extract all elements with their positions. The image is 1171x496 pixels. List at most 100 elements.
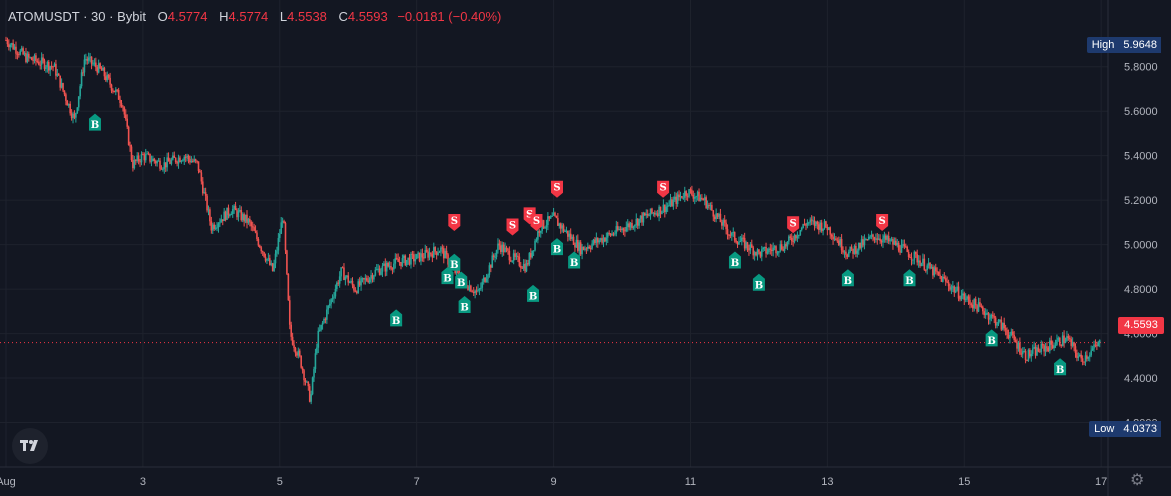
candle-body xyxy=(160,168,163,170)
candle-body xyxy=(39,64,42,66)
candle-body xyxy=(424,250,427,258)
candle-body xyxy=(611,233,613,236)
candle-body xyxy=(842,250,844,253)
candle-body xyxy=(296,353,298,356)
candle-body xyxy=(517,255,519,257)
candle-body xyxy=(233,205,235,209)
candle-body xyxy=(956,286,958,291)
tradingview-logo-icon[interactable] xyxy=(12,428,48,464)
candle-body xyxy=(688,189,690,197)
candle-body xyxy=(519,265,522,268)
candle-body xyxy=(390,266,392,269)
candle-body xyxy=(129,144,131,147)
candle-body xyxy=(947,281,950,287)
candle-body xyxy=(765,246,767,254)
candle-body xyxy=(939,274,941,276)
candle-body xyxy=(692,194,695,199)
candle-body xyxy=(575,239,578,248)
candle-body xyxy=(907,251,910,258)
candle-body xyxy=(882,238,884,243)
candle-body xyxy=(79,86,81,97)
candle-body xyxy=(283,221,285,224)
candle-body xyxy=(571,236,573,239)
price-axis: 5.80005.60005.40005.20005.00004.80004.60… xyxy=(1124,62,1158,430)
symbol-label[interactable]: ATOMUSDT · 30 · Bybit xyxy=(8,9,146,24)
candle-body xyxy=(863,239,866,246)
candle-body xyxy=(798,234,800,237)
candle-body xyxy=(1078,354,1081,357)
signal-letter: B xyxy=(844,276,852,287)
candle-body xyxy=(521,267,524,269)
candle-body xyxy=(20,48,23,51)
candle-body xyxy=(1007,334,1010,339)
candle-body xyxy=(706,204,709,208)
settings-gear-icon[interactable]: ⚙ xyxy=(1130,472,1145,489)
candle-body xyxy=(1063,335,1065,343)
candle-body xyxy=(393,263,395,270)
candle-body xyxy=(766,252,769,254)
candle-body xyxy=(504,247,506,253)
candle-body xyxy=(810,219,813,221)
buy-signal-marker: B xyxy=(728,251,741,269)
candle-body xyxy=(1026,360,1028,362)
sell-badge xyxy=(876,214,889,232)
candle-body xyxy=(1073,342,1075,347)
candle-body xyxy=(1029,349,1031,357)
candle-body xyxy=(950,287,953,290)
candle-body xyxy=(487,274,489,279)
candle-body xyxy=(274,253,277,264)
sell-badge xyxy=(787,216,800,234)
candle-body xyxy=(490,265,492,268)
candle-body xyxy=(200,172,203,182)
candle-body xyxy=(799,230,802,235)
candle-body xyxy=(923,258,926,270)
candle-body xyxy=(500,245,502,252)
candle-body xyxy=(264,256,267,261)
candle-body xyxy=(124,114,127,119)
buy-badge xyxy=(551,238,563,256)
candle-body xyxy=(980,305,983,307)
candle-body xyxy=(8,44,10,48)
candle-body xyxy=(1071,342,1074,346)
candle-body xyxy=(508,250,511,261)
candle-body xyxy=(943,276,946,279)
candle-body xyxy=(374,269,377,276)
candle-body xyxy=(779,244,782,252)
candle-body xyxy=(301,367,304,371)
candle-body xyxy=(872,234,874,238)
candle-body xyxy=(1070,339,1073,346)
candle-body xyxy=(120,102,123,107)
candle-body xyxy=(984,313,987,315)
candle-body xyxy=(36,60,39,62)
candle-body xyxy=(15,46,17,54)
candle-body xyxy=(944,278,947,282)
candle-body xyxy=(367,280,369,283)
buy-badge xyxy=(841,269,854,287)
candle-body xyxy=(184,156,187,158)
candle-body xyxy=(1061,335,1064,346)
candle-body xyxy=(1049,340,1051,352)
candle-body xyxy=(896,242,899,246)
buy-signal-marker: B xyxy=(441,267,454,285)
candle-body xyxy=(95,62,97,68)
candle-body xyxy=(990,314,993,319)
candle-body xyxy=(591,243,593,249)
candle-body xyxy=(512,253,515,261)
candle-body xyxy=(180,160,183,162)
candle-body xyxy=(52,66,54,68)
candle-body xyxy=(384,263,387,272)
candle-body xyxy=(1034,346,1037,356)
signal-letter: B xyxy=(450,260,458,271)
candle-body xyxy=(969,299,971,305)
candle-body xyxy=(478,289,481,291)
candle-body xyxy=(993,316,996,318)
candle-body xyxy=(226,207,228,220)
candle-body xyxy=(201,181,204,194)
candle-body xyxy=(701,197,703,199)
candle-body xyxy=(557,218,559,226)
candle-body xyxy=(964,298,967,300)
candle-body xyxy=(388,266,391,268)
candle-body xyxy=(949,286,951,290)
